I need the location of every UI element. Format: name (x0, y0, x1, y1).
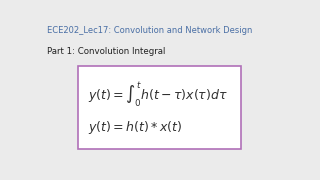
Text: ECE202_Lec17: Convolution and Network Design: ECE202_Lec17: Convolution and Network De… (47, 26, 253, 35)
Text: $y(t) = \int_0^t h(t - \tau)x(\tau)d\tau$: $y(t) = \int_0^t h(t - \tau)x(\tau)d\tau… (88, 80, 228, 109)
Text: $y(t) = h(t) * x(t)$: $y(t) = h(t) * x(t)$ (88, 119, 183, 136)
FancyBboxPatch shape (78, 66, 241, 149)
Text: Part 1: Convolution Integral: Part 1: Convolution Integral (47, 47, 166, 56)
